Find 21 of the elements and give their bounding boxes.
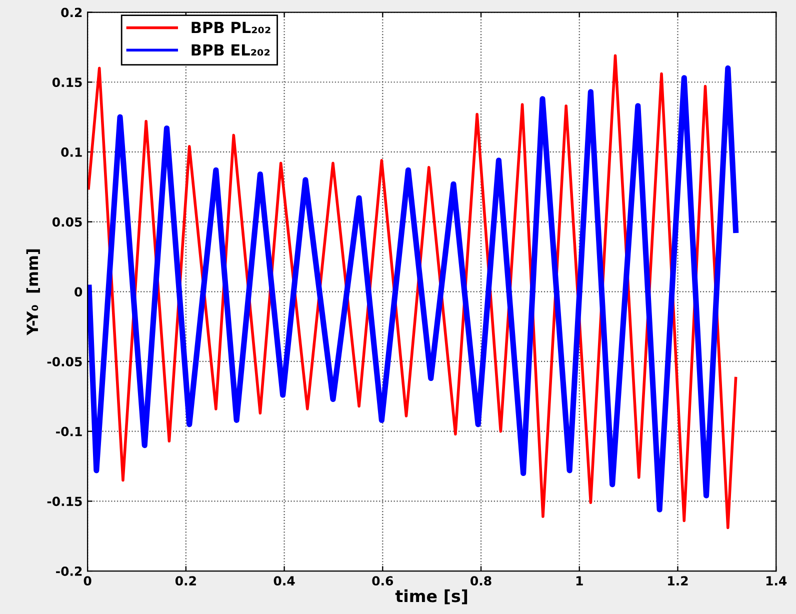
x-tick-label: 1.2 bbox=[668, 576, 688, 586]
y-tick-label: 0.1 bbox=[61, 147, 82, 157]
x-tick-label: 1.4 bbox=[766, 576, 787, 586]
y-tick-label: 0 bbox=[74, 287, 82, 297]
y-tick-label: -0.05 bbox=[47, 356, 82, 366]
x-axis-title: time [s] bbox=[395, 589, 468, 604]
y-tick-label: -0.2 bbox=[56, 566, 82, 576]
y-tick-label: 0.15 bbox=[52, 78, 82, 88]
x-tick-label: 0.2 bbox=[175, 576, 196, 586]
x-tick-label: 1 bbox=[576, 576, 583, 586]
x-tick-label: 0.4 bbox=[274, 576, 295, 586]
x-tick-label: 0.6 bbox=[372, 576, 394, 586]
x-tick-label: 0.8 bbox=[470, 576, 492, 586]
legend-label: BPB EL₂₀₂ bbox=[192, 44, 270, 56]
y-tick-label: -0.1 bbox=[56, 426, 82, 436]
y-tick-label: 0.05 bbox=[52, 217, 82, 227]
y-tick-label: 0.2 bbox=[61, 8, 82, 18]
legend-label: BPB PL₂₀₂ bbox=[192, 22, 270, 34]
y-tick-label: -0.15 bbox=[47, 496, 82, 506]
x-tick-label: 0 bbox=[84, 576, 92, 586]
y-axis-title: Y-Y₀ [mm] bbox=[26, 249, 40, 336]
